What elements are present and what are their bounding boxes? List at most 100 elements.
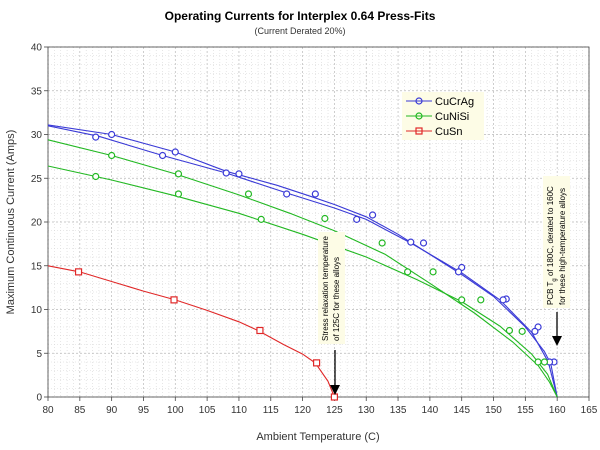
x-tick-label: 165 <box>581 405 598 416</box>
data-point-cucrag <box>222 169 230 177</box>
data-point-cunisi <box>505 326 514 335</box>
data-point-cunisi <box>518 327 526 335</box>
chart-subtitle: (Current Derated 20%) <box>254 26 345 36</box>
y-axis-ticks: 0 5 10 15 20 25 30 35 40 <box>31 43 48 404</box>
x-tick-label: 85 <box>74 405 86 416</box>
chart-title: Operating Currents for Interplex 0.64 Pr… <box>165 9 436 23</box>
series-cucrag <box>47 125 558 398</box>
data-point-cunisi <box>244 190 253 198</box>
data-point-cucrag <box>158 151 167 160</box>
data-point-cunisi <box>108 151 116 160</box>
annotation-pcb-box <box>543 176 570 308</box>
data-point-cunisi <box>404 268 412 276</box>
legend-entry-cunisi: CuNiSi <box>406 111 469 123</box>
x-tick-label: 145 <box>453 405 470 416</box>
x-tick-label: 130 <box>358 405 375 416</box>
data-point-cunisi <box>429 268 437 276</box>
data-point-cusn <box>256 326 264 335</box>
data-point-cusn <box>312 359 321 367</box>
legend-entry-cusn: CuSn <box>406 126 463 138</box>
legend-label-cunisi: CuNiSi <box>435 111 469 123</box>
annotation-pcb-text-b: of 180C, derated to 160C <box>546 186 555 278</box>
series-line-cunisi <box>47 165 558 398</box>
x-tick-label: 110 <box>231 405 247 416</box>
y-tick-label: 10 <box>31 305 43 316</box>
x-tick-label: 125 <box>326 405 343 416</box>
x-tick-label: 95 <box>138 405 150 416</box>
data-point-cucrag <box>311 190 319 198</box>
x-axis-ticks: 80 85 90 95 100 105 110 115 120 125 130 135 140 145 15… <box>42 397 598 416</box>
annotation-stress-line-1: Stress relaxation temperature <box>321 236 330 341</box>
legend-label-cusn: CuSn <box>435 126 463 138</box>
annotation-stress-line-2: of 125C for these alloys <box>332 257 341 341</box>
y-tick-label: 30 <box>31 130 43 141</box>
annotation-pcb-arrowhead <box>552 336 562 346</box>
y-tick-label: 0 <box>36 393 42 404</box>
data-point-cucrag <box>171 148 179 156</box>
y-tick-label: 25 <box>31 174 43 185</box>
x-tick-label: 140 <box>422 405 439 416</box>
annotation-pcb-line-1: PCB Tg of 180C, derated to 160C <box>546 186 558 305</box>
annotation-pcb-subscript: g <box>552 278 558 281</box>
x-tick-label: 105 <box>199 405 216 416</box>
x-tick-label: 120 <box>294 405 311 416</box>
y-tick-label: 5 <box>36 349 42 360</box>
grid <box>47 46 590 398</box>
legend-marker-cucrag <box>415 97 423 105</box>
data-point-cucrag <box>353 215 361 223</box>
y-tick-label: 40 <box>31 43 43 54</box>
legend: CuCrAg CuNiSi CuSn <box>402 92 484 140</box>
series-line-cucrag <box>47 124 558 398</box>
data-point-cusn <box>330 393 339 401</box>
annotation-pcb-tg: PCB Tg of 180C, derated to 160C for thes… <box>543 176 570 346</box>
data-point-cucrag <box>419 239 428 247</box>
data-point-cunisi <box>534 358 542 366</box>
x-tick-label: 115 <box>263 405 279 416</box>
x-tick-label: 150 <box>485 405 502 416</box>
x-tick-label: 160 <box>549 405 566 416</box>
legend-label-cucrag: CuCrAg <box>435 96 474 108</box>
series <box>47 124 558 401</box>
legend-marker-cusn <box>415 127 423 135</box>
legend-entry-cucrag: CuCrAg <box>406 96 474 108</box>
y-tick-label: 15 <box>31 261 43 272</box>
data-point-cunisi <box>174 170 183 178</box>
x-tick-label: 155 <box>517 405 534 416</box>
y-axis-label: Maximum Continuous Current (Amps) <box>5 130 17 315</box>
annotation-stress-relaxation: Stress relaxation temperature of 125C fo… <box>318 232 345 395</box>
data-point-cunisi <box>378 239 386 247</box>
data-point-cunisi <box>257 215 265 223</box>
data-point-cucrag <box>531 327 539 335</box>
data-point-cucrag <box>283 190 291 198</box>
annotation-pcb-text-a: PCB T <box>546 281 555 305</box>
x-tick-label: 90 <box>106 405 118 416</box>
x-tick-label: 135 <box>390 405 407 416</box>
annotation-pcb-line-2: for these high-temperature alloys <box>558 188 567 305</box>
data-point-cunisi <box>458 296 466 304</box>
data-point-cusn <box>170 296 178 304</box>
data-point-cusn <box>74 268 83 276</box>
data-point-cunisi <box>92 172 100 181</box>
data-point-cucrag <box>454 268 463 276</box>
data-point-cunisi <box>321 214 329 223</box>
data-point-cunisi <box>174 190 183 198</box>
x-tick-label: 80 <box>42 405 54 416</box>
x-axis-label: Ambient Temperature (C) <box>256 431 379 443</box>
series-cunisi <box>47 165 558 398</box>
data-point-cucrag <box>369 211 377 219</box>
data-point-cucrag <box>108 130 116 139</box>
data-point-cunisi <box>477 296 485 304</box>
annotation-stress-arrowhead <box>330 385 340 395</box>
data-point-cucrag <box>499 296 507 304</box>
x-tick-label: 100 <box>167 405 184 416</box>
legend-marker-cunisi <box>415 112 423 120</box>
y-tick-label: 20 <box>31 218 43 229</box>
data-point-cunisi <box>540 358 549 366</box>
data-point-cucrag <box>92 133 100 141</box>
series-cusn <box>47 265 339 401</box>
y-tick-label: 35 <box>31 86 43 97</box>
annotation-stress-box <box>318 232 345 344</box>
data-point-cucrag <box>407 238 415 246</box>
